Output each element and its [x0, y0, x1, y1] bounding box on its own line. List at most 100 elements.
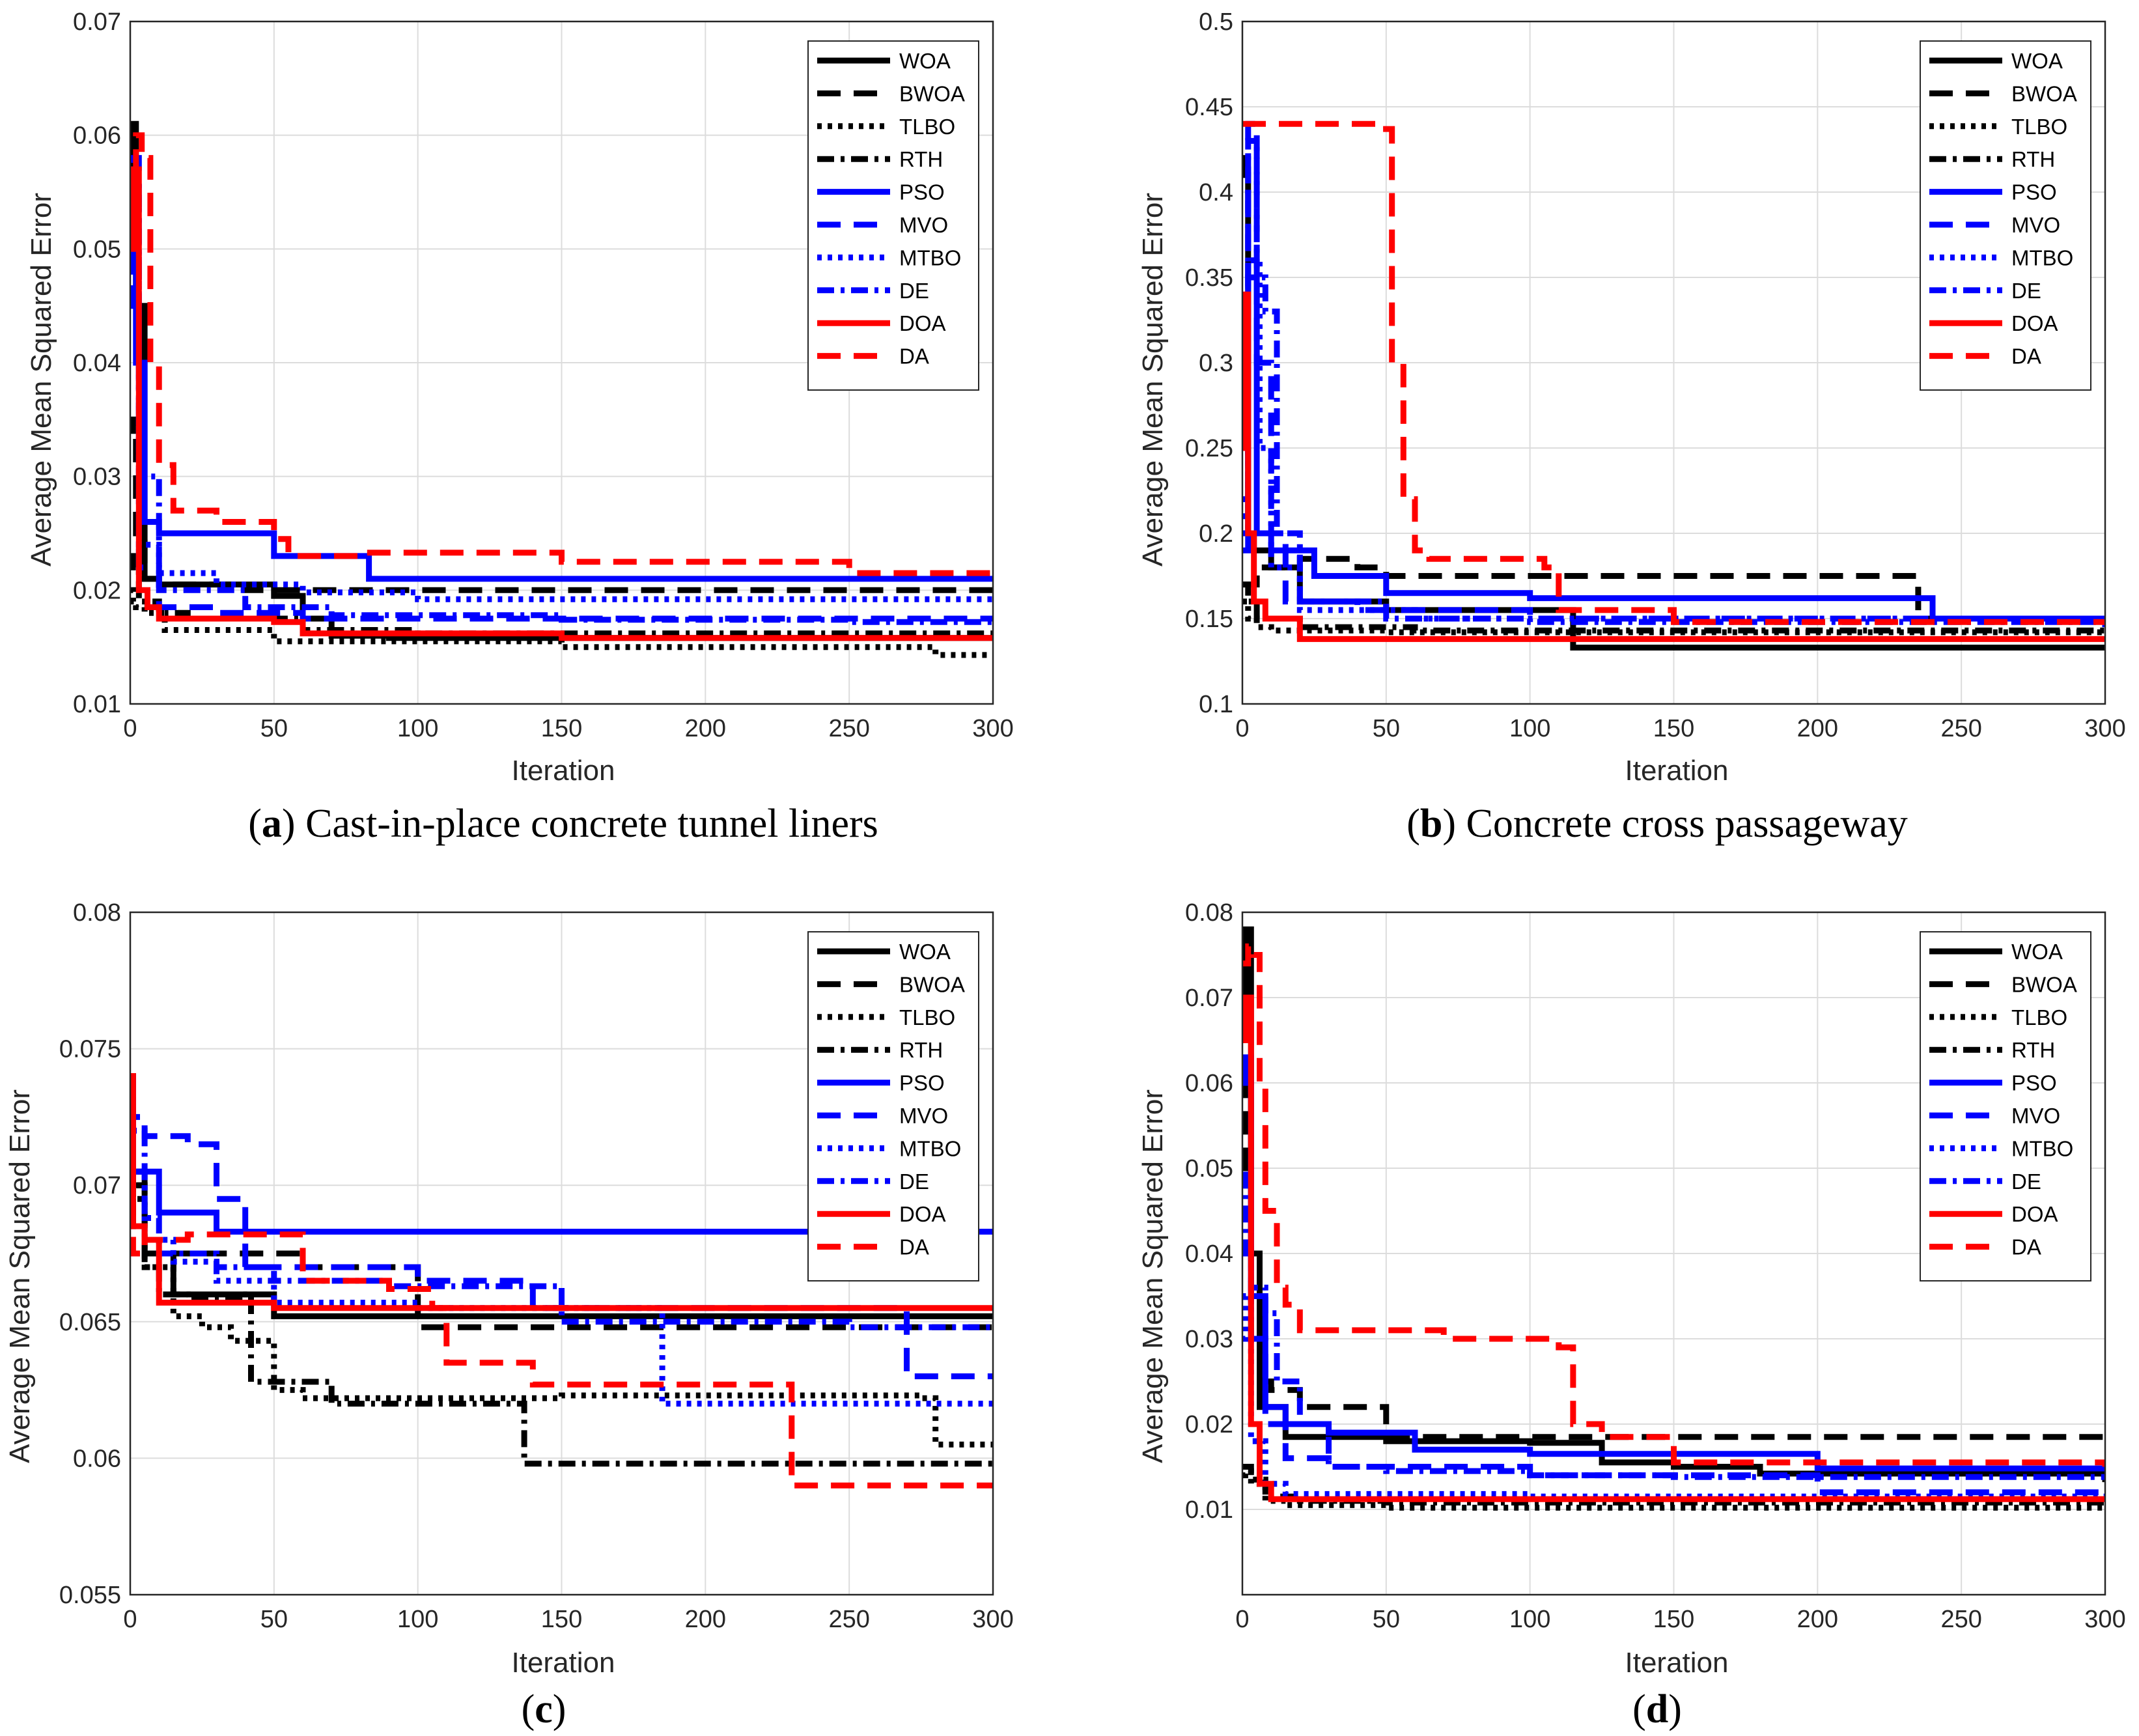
- x-tick-label: 200: [1797, 715, 1838, 742]
- x-tick-label: 150: [541, 1606, 582, 1633]
- y-tick-label: 0.03: [1185, 1326, 1233, 1353]
- series-group: [1242, 120, 2105, 651]
- x-tick-label: 0: [1235, 1606, 1249, 1633]
- legend-label-tlbo: TLBO: [2011, 115, 2067, 139]
- series-line-da: [130, 1231, 993, 1489]
- x-tick-label: 300: [972, 715, 1013, 742]
- y-tick-label: 0.06: [73, 1445, 121, 1472]
- legend-label-woa: WOA: [2011, 940, 2063, 964]
- legend-label-woa: WOA: [2011, 49, 2063, 73]
- y-tick-label: 0.4: [1199, 179, 1233, 206]
- series-group: [130, 120, 993, 658]
- x-tick-label: 200: [685, 1606, 726, 1633]
- x-axis-label-b: Iteration: [1625, 755, 1729, 787]
- legend-label-da: DA: [2011, 1235, 2041, 1259]
- x-axis-label-a: Iteration: [512, 755, 615, 787]
- caption-d: (d): [1632, 1687, 1682, 1731]
- x-axis-label-c: Iteration: [512, 1647, 615, 1679]
- y-tick-label: 0.055: [59, 1582, 121, 1609]
- legend-label-pso: PSO: [899, 1071, 945, 1095]
- series-line-pso: [1242, 274, 2105, 622]
- series-line-doa: [1242, 291, 2105, 642]
- x-tick-label: 200: [685, 715, 726, 742]
- x-tick-label: 250: [1940, 1606, 1981, 1633]
- y-tick-label: 0.08: [73, 899, 121, 927]
- legend-label-bwoa: BWOA: [2011, 972, 2077, 996]
- y-tick-label: 0.07: [1185, 985, 1233, 1012]
- chart-panel-a: (a) Cast-in-place concrete tunnel liners…: [25, 8, 1014, 846]
- y-tick-label: 0.2: [1199, 520, 1233, 548]
- y-tick-label: 0.02: [73, 577, 121, 604]
- x-tick-label: 0: [123, 715, 137, 742]
- x-tick-label: 150: [541, 715, 582, 742]
- legend-label-bwoa: BWOA: [2011, 81, 2077, 105]
- legend-label-de: DE: [899, 1169, 929, 1194]
- legend-label-de: DE: [2011, 1169, 2041, 1194]
- y-tick-label: 0.05: [1185, 1155, 1233, 1183]
- y-tick-label: 0.04: [73, 350, 121, 377]
- y-tick-label: 0.06: [1185, 1070, 1233, 1097]
- y-tick-label: 0.04: [1185, 1240, 1233, 1268]
- y-axis-label-c: Average Mean Squared Error: [4, 1089, 36, 1463]
- legend-label-pso: PSO: [2011, 1071, 2057, 1095]
- legend-label-doa: DOA: [2011, 1202, 2058, 1226]
- series-line-de: [1242, 137, 2105, 628]
- caption-a: (a) Cast-in-place concrete tunnel liners: [248, 802, 878, 846]
- legend-label-doa: DOA: [899, 1202, 946, 1226]
- legend-label-doa: DOA: [899, 311, 946, 335]
- legend-label-da: DA: [899, 1235, 929, 1259]
- legend-label-mvo: MVO: [2011, 213, 2060, 237]
- x-tick-label: 100: [397, 715, 438, 742]
- series-line-mtbo: [130, 1168, 993, 1407]
- legend-label-de: DE: [2011, 279, 2041, 303]
- y-tick-label: 0.45: [1185, 94, 1233, 121]
- legend-box: [1920, 931, 2091, 1281]
- axes-box: [1241, 20, 2106, 705]
- series-line-tlbo: [1242, 598, 2105, 636]
- series-line-da: [130, 132, 993, 576]
- legend-label-mvo: MVO: [899, 213, 948, 237]
- legend-label-mtbo: MTBO: [2011, 245, 2073, 270]
- legend-box: [807, 931, 979, 1281]
- y-tick-label: 0.01: [1185, 1496, 1233, 1524]
- x-tick-label: 300: [2084, 1606, 2125, 1633]
- series-line-rth: [130, 1182, 993, 1467]
- y-axis-label-a: Average Mean Squared Error: [25, 193, 57, 567]
- x-tick-label: 0: [123, 1606, 137, 1633]
- series-line-mtbo: [1242, 1293, 2105, 1500]
- legend-label-da: DA: [899, 344, 929, 369]
- chart-panel-d: (d) Iteration Average Mean Squared Error…: [1137, 899, 2126, 1731]
- y-tick-label: 0.07: [73, 1172, 121, 1199]
- legend-label-mtbo: MTBO: [2011, 1136, 2073, 1160]
- caption-c: (c): [522, 1687, 566, 1731]
- x-tick-label: 50: [260, 715, 288, 742]
- legend-label-bwoa: BWOA: [899, 972, 965, 996]
- y-tick-label: 0.07: [73, 8, 121, 36]
- legend-label-mtbo: MTBO: [899, 245, 961, 270]
- legend-box: [1920, 40, 2091, 391]
- x-tick-label: 50: [1373, 1606, 1400, 1633]
- legend-label-de: DE: [899, 279, 929, 303]
- legend-label-woa: WOA: [899, 940, 951, 964]
- x-tick-label: 300: [972, 1606, 1013, 1633]
- chart-panel-b: (b) Concrete cross passageway Iteration …: [1137, 8, 2126, 846]
- legend-label-rth: RTH: [899, 1038, 943, 1062]
- y-tick-label: 0.35: [1185, 264, 1233, 292]
- legend-label-rth: RTH: [2011, 1038, 2055, 1062]
- x-tick-label: 250: [828, 715, 869, 742]
- series-line-da: [1242, 943, 2105, 1467]
- legend-box: [807, 40, 979, 391]
- legend-label-tlbo: TLBO: [2011, 1005, 2067, 1029]
- y-tick-label: 0.06: [73, 122, 121, 150]
- x-tick-label: 100: [1509, 1606, 1550, 1633]
- y-tick-label: 0.5: [1199, 8, 1233, 36]
- y-tick-label: 0.08: [1185, 899, 1233, 927]
- x-axis-label-d: Iteration: [1625, 1647, 1729, 1679]
- x-tick-label: 200: [1797, 1606, 1838, 1633]
- y-tick-label: 0.25: [1185, 435, 1233, 462]
- legend-label-mvo: MVO: [899, 1104, 948, 1128]
- series-line-de: [130, 1073, 993, 1330]
- series-line-doa: [1242, 994, 2105, 1502]
- y-tick-label: 0.03: [73, 464, 121, 491]
- legend-label-da: DA: [2011, 344, 2041, 369]
